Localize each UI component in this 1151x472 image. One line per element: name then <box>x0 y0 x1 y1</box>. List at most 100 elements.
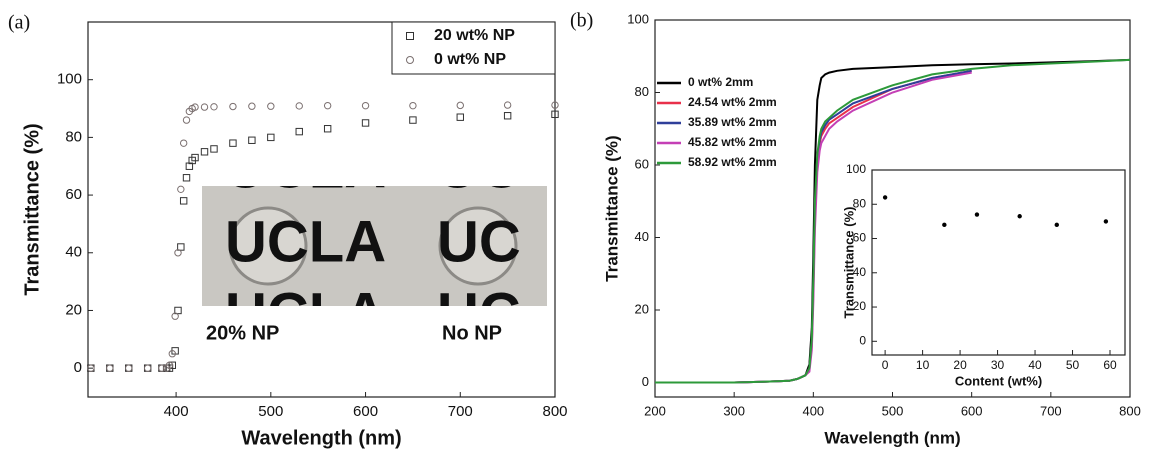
y-tick-label: 0 <box>859 333 866 347</box>
data-point <box>551 110 559 119</box>
data-point <box>551 101 559 109</box>
legend-label: 24.54 wt% 2mm <box>688 95 777 109</box>
panel-label: (b) <box>570 10 593 32</box>
x-tick-label: 500 <box>882 403 904 418</box>
data-point <box>229 139 237 147</box>
data-point <box>409 116 417 124</box>
x-tick-label: 20 <box>953 358 967 372</box>
photo-lens <box>228 206 308 286</box>
data-point <box>125 364 133 372</box>
y-tick-label: 80 <box>635 84 649 99</box>
x-tick-label: 10 <box>916 358 930 372</box>
x-tick-label: 600 <box>961 403 983 418</box>
data-point <box>171 312 179 320</box>
data-point <box>1103 219 1109 224</box>
x-tick-label: 60 <box>1103 358 1117 372</box>
data-point <box>1054 222 1059 228</box>
y-tick-label: 60 <box>65 186 82 203</box>
data-point <box>177 185 185 194</box>
data-point <box>174 249 182 257</box>
photo-text: UC <box>437 135 521 200</box>
photo-text: UCLA <box>225 209 386 274</box>
data-point <box>177 243 185 251</box>
data-point <box>179 139 188 147</box>
x-tick-label: 400 <box>802 403 824 418</box>
data-point <box>165 361 174 369</box>
inset-photo: UCLA UC UCLA UC UCLA UC 20% NP No NP <box>202 135 547 346</box>
photo-text: UC <box>437 209 521 274</box>
x-tick-label: 400 <box>164 403 189 420</box>
legend-label: 20 wt% NP <box>434 27 515 44</box>
legend-label: 0 wt% NP <box>434 51 506 68</box>
x-tick-label: 800 <box>542 403 567 420</box>
data-point <box>503 112 512 120</box>
y-tick-label: 20 <box>853 299 867 313</box>
y-tick-label: 80 <box>65 128 82 145</box>
y-tick-label: 100 <box>846 162 866 176</box>
data-point <box>158 364 166 372</box>
legend-label: 45.82 wt% 2mm <box>688 135 777 149</box>
data-point <box>200 103 209 111</box>
y-tick-label: 20 <box>65 301 82 318</box>
data-point <box>248 102 256 110</box>
annotation: No NP <box>442 322 502 344</box>
data-point <box>229 102 237 111</box>
y-tick-label: 100 <box>57 71 82 88</box>
photo-text: UC <box>437 281 521 346</box>
panel-label: (a) <box>8 12 30 34</box>
plot-frame <box>871 169 1126 356</box>
x-tick-label: 50 <box>1066 358 1080 372</box>
data-point <box>248 136 256 144</box>
data-point <box>191 103 199 111</box>
y-tick-label: 0 <box>642 374 649 389</box>
inset-background <box>872 170 1125 355</box>
y-tick-label: 40 <box>635 229 649 244</box>
data-point <box>106 364 114 372</box>
annotation: 20% NP <box>206 322 279 344</box>
photo-lens <box>438 206 518 286</box>
data-point <box>323 101 332 110</box>
y-axis-title: Transmittance (%) <box>841 207 856 319</box>
x-axis-title: Wavelength (nm) <box>241 427 401 449</box>
data-point <box>1017 214 1022 219</box>
data-point <box>174 306 182 315</box>
x-tick-label: 700 <box>1040 403 1062 418</box>
data-point <box>323 125 332 133</box>
data-point <box>182 116 191 124</box>
y-tick-label: 40 <box>65 244 82 261</box>
y-tick-label: 60 <box>853 231 867 245</box>
data-point <box>179 197 188 205</box>
data-line <box>655 58 1131 384</box>
x-axis-title: Wavelength (nm) <box>824 428 960 447</box>
data-point <box>210 103 218 111</box>
data-point <box>168 350 177 358</box>
x-tick-label: 600 <box>353 403 378 420</box>
y-tick-label: 80 <box>853 196 867 210</box>
x-tick-label: 40 <box>1028 358 1042 372</box>
legend-marker <box>406 56 414 64</box>
x-tick-label: 500 <box>258 403 283 420</box>
photo-text: UCLA <box>225 135 386 200</box>
data-point <box>295 102 303 110</box>
data-point <box>974 212 980 217</box>
plot-frame <box>87 21 556 398</box>
data-point <box>882 195 888 200</box>
data-point <box>267 133 275 142</box>
x-tick-label: 200 <box>644 403 666 418</box>
data-point <box>456 101 464 110</box>
y-tick-label: 0 <box>74 359 82 376</box>
x-tick-label: 0 <box>882 358 889 372</box>
x-axis-title: Content (wt%) <box>955 373 1042 388</box>
legend-label: 0 wt% 2mm <box>688 75 753 89</box>
y-tick-label: 60 <box>635 156 649 171</box>
data-point <box>361 119 370 127</box>
photo-text: UCLA <box>225 281 386 346</box>
data-point <box>168 361 177 369</box>
legend-box <box>391 21 556 75</box>
data-point <box>361 101 370 110</box>
y-tick-label: 40 <box>853 265 867 279</box>
y-tick-label: 20 <box>635 301 649 316</box>
data-point <box>409 101 417 110</box>
data-point <box>503 101 512 109</box>
